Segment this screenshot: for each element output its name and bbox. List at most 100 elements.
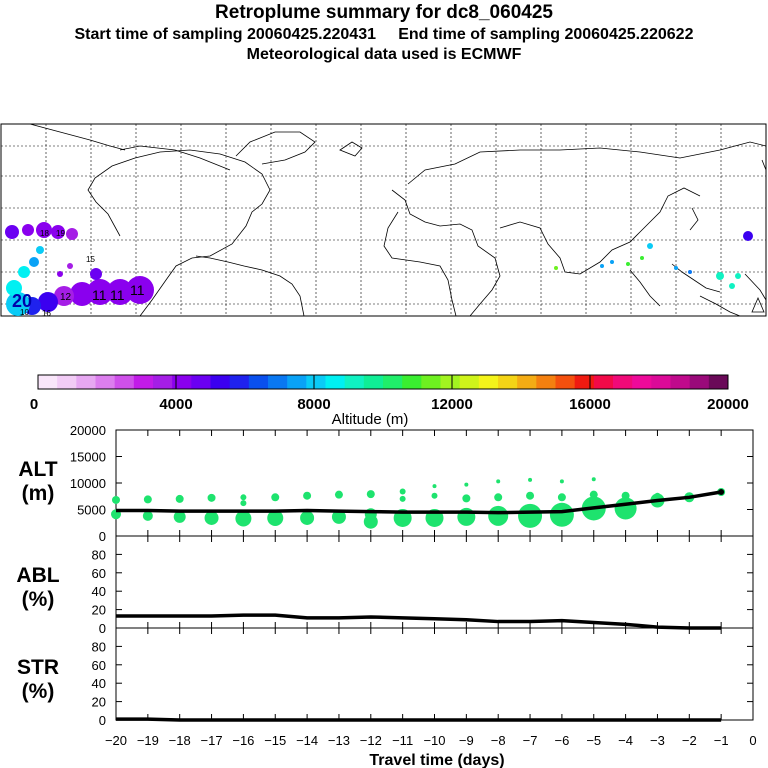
colorbar-swatch-8 — [191, 375, 211, 389]
plume-blob-31 — [688, 270, 692, 274]
colorbar-swatch-28 — [574, 375, 595, 389]
alt-point-4 — [175, 494, 184, 503]
plume-blob-14 — [18, 266, 30, 278]
alt-release-point — [718, 489, 725, 496]
colorbar-swatch-34 — [689, 375, 710, 389]
plume-blob-5 — [126, 276, 154, 304]
ytick-label-alt-1: 5000 — [77, 503, 106, 518]
plume-blob-8 — [70, 282, 94, 306]
xtick-label-11: −9 — [459, 733, 474, 748]
figure-title: Retroplume summary for dc8_060425 — [215, 2, 553, 23]
colorbar-swatch-12 — [268, 375, 288, 389]
plume-blob-22 — [729, 283, 735, 289]
xtick-label-17: −3 — [650, 733, 665, 748]
xtick-label-9: −11 — [392, 733, 413, 748]
colorbar-swatch-9 — [210, 375, 231, 389]
colorbar-swatches — [38, 375, 729, 389]
alt-point-2 — [143, 495, 152, 504]
colorbar-swatch-6 — [153, 375, 173, 389]
plume-blob-27 — [610, 260, 614, 264]
plume-blob-21 — [716, 272, 724, 280]
ytick-label-alt-2: 10000 — [70, 476, 106, 491]
colorbar-swatch-5 — [133, 375, 154, 389]
plume-label-12: 12 — [60, 292, 72, 303]
colorbar-ticks: 0 4000 8000 12000 16000 20000 — [30, 375, 749, 413]
colorbar-swatch-20 — [421, 375, 441, 389]
met-data-note: Meteorological data used is ECMWF — [246, 46, 522, 63]
ytick-label-str-3: 60 — [92, 658, 106, 673]
panel-label-str: STR — [17, 656, 59, 679]
xtick-label-19: −1 — [714, 733, 729, 748]
alt-point-23 — [432, 484, 437, 489]
plume-blob-10 — [38, 292, 58, 312]
sampling-times: Start time of sampling 20060425.220431 E… — [74, 26, 694, 43]
xtick-label-7: −13 — [328, 733, 350, 748]
colorbar-label: Altitude (m) — [332, 411, 409, 428]
abl-series-line — [116, 613, 722, 630]
map-gridlines — [1, 124, 766, 316]
x-axis-label: Travel time (days) — [369, 752, 504, 768]
alt-point-37 — [549, 502, 574, 527]
colorbar-swatch-26 — [536, 375, 556, 389]
colorbar-swatch-0 — [38, 375, 58, 389]
ytick-label-str-4: 80 — [92, 639, 106, 654]
alt-point-26 — [464, 482, 469, 487]
plume-blob-23 — [735, 273, 741, 279]
plume-blob-13 — [6, 280, 22, 296]
alt-median-line — [116, 490, 722, 515]
plume-blob-15 — [29, 257, 39, 267]
plume-blob-30 — [674, 266, 678, 270]
pole-grid-icon — [751, 296, 765, 313]
ytick-label-str-0: 0 — [99, 713, 106, 728]
alt-point-9 — [240, 500, 247, 507]
xtick-label-10: −10 — [423, 733, 445, 748]
plume-blob-1 — [22, 224, 34, 236]
colorbar-swatch-19 — [402, 375, 422, 389]
colorbar-swatch-22 — [459, 375, 480, 389]
plume-label-11c: 11 — [130, 282, 145, 298]
alt-point-29 — [496, 479, 501, 484]
alt-point-3 — [142, 510, 153, 521]
panel-alt: ALT(m) 0 5000 10000 15000 20000 — [18, 423, 754, 544]
plume-blob-0 — [5, 225, 19, 239]
plume-label-11b: 11 — [110, 287, 125, 303]
alt-point-34 — [518, 503, 543, 528]
alt-point-30 — [494, 493, 503, 502]
xtick-label-20: 0 — [749, 733, 756, 748]
colorbar-swatch-25 — [517, 375, 537, 389]
xtick-label-14: −6 — [554, 733, 569, 748]
alt-point-15 — [334, 490, 343, 499]
plume-blob-3 — [51, 225, 65, 239]
alt-point-8 — [240, 494, 247, 501]
plume-blob-17 — [90, 268, 102, 280]
colorbar-swatch-2 — [76, 375, 96, 389]
colorbar-swatch-21 — [440, 375, 461, 389]
colorbar-swatch-14 — [306, 375, 326, 389]
xtick-label-6: −14 — [296, 733, 318, 748]
xtick-label-15: −5 — [586, 733, 601, 748]
ytick-label-alt-3: 15000 — [70, 450, 106, 465]
plume-blob-29 — [554, 266, 558, 270]
colorbar-swatch-33 — [670, 375, 691, 389]
plume-blob-18 — [67, 263, 73, 269]
panel-unit-str: (%) — [22, 680, 55, 703]
plume-label-16: 16 — [42, 309, 51, 318]
plume-blob-28 — [600, 264, 604, 268]
colorbar-tick-label-5: 20000 — [707, 396, 749, 413]
alt-point-32 — [528, 477, 533, 482]
colorbar-tick-label-2: 8000 — [297, 396, 330, 413]
alt-point-10 — [235, 510, 252, 527]
plume-blob-20 — [743, 231, 753, 241]
colorbar: 0 4000 8000 12000 16000 20000 Altitude (m) — [30, 374, 749, 428]
panel-str: STR(%) 0 20 40 60 80 — [17, 627, 754, 728]
xtick-label-8: −12 — [360, 733, 382, 748]
alt-point-38 — [591, 477, 596, 482]
alt-point-17 — [366, 490, 375, 499]
alt-point-0 — [112, 495, 120, 504]
colorbar-swatch-32 — [651, 375, 671, 389]
ytick-label-abl-4: 80 — [92, 547, 106, 562]
panel-unit-abl: (%) — [22, 588, 55, 611]
panel-label-abl: ABL — [16, 564, 59, 587]
alt-point-7 — [204, 510, 219, 525]
alt-point-14 — [300, 510, 315, 525]
